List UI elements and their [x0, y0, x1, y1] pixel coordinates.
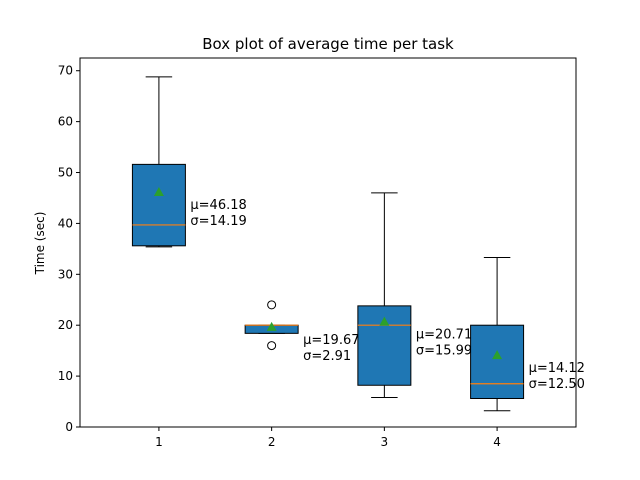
- y-tick-label: 40: [58, 216, 73, 230]
- outlier-point: [267, 341, 277, 351]
- y-tick-label: 30: [58, 267, 73, 281]
- mean-marker: [379, 316, 390, 326]
- y-tick-label: 70: [58, 64, 73, 78]
- y-tick-label: 10: [58, 369, 73, 383]
- stats-annotation: σ=14.19: [190, 214, 246, 229]
- mean-marker: [266, 321, 277, 331]
- stats-annotation: μ=19.67: [303, 333, 359, 348]
- x-tick-label: 1: [155, 435, 163, 449]
- stats-annotation: σ=2.91: [303, 349, 351, 364]
- y-axis-label: Time (sec): [33, 212, 47, 276]
- mean-marker: [153, 186, 164, 196]
- stats-annotation: μ=20.71: [416, 328, 472, 343]
- y-tick-label: 20: [58, 318, 73, 332]
- x-tick-label: 2: [268, 435, 276, 449]
- box-1: [131, 163, 186, 247]
- box-4: [470, 324, 525, 399]
- y-tick-label: 0: [65, 420, 73, 434]
- y-tick-label: 50: [58, 166, 73, 180]
- mean-marker: [492, 350, 503, 360]
- x-tick-label: 4: [493, 435, 501, 449]
- stats-annotation: μ=14.12: [529, 361, 585, 376]
- outlier-point: [267, 300, 277, 310]
- x-tick-label: 3: [381, 435, 389, 449]
- stats-annotation: σ=15.99: [416, 344, 472, 359]
- stats-annotation: μ=46.18: [190, 198, 246, 213]
- chart-title: Box plot of average time per task: [202, 35, 454, 53]
- plot-frame: [79, 57, 577, 428]
- plot-area: 0 10 20 30 40 50 60 70 1 2 3 4 μ=46.18σ=14.19 μ=19.67…: [58, 64, 585, 449]
- y-tick-label: 60: [58, 115, 73, 129]
- stats-annotation: σ=12.50: [529, 377, 585, 392]
